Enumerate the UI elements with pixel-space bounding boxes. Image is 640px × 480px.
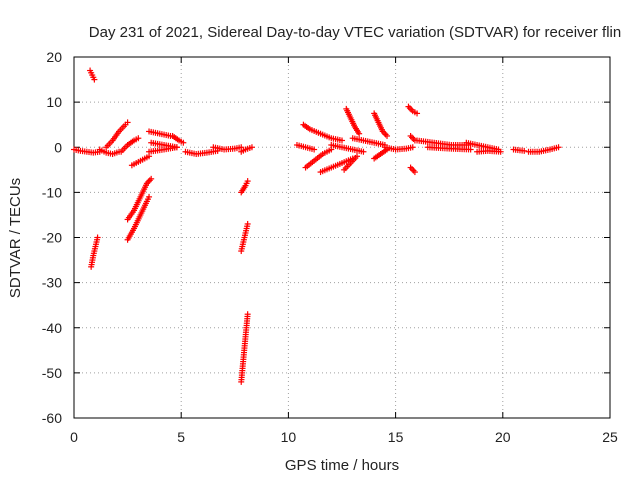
x-tick-label: 20 xyxy=(495,429,511,445)
data-point xyxy=(146,193,153,200)
data-point xyxy=(244,220,251,227)
y-tick-label: -40 xyxy=(42,320,62,336)
data-point xyxy=(521,147,528,154)
data-point xyxy=(409,144,416,151)
data-point xyxy=(356,130,363,137)
data-point xyxy=(124,119,131,126)
data-point xyxy=(467,146,474,153)
data-point xyxy=(173,144,180,151)
y-tick-label: 0 xyxy=(54,139,62,155)
chart-title: Day 231 of 2021, Sidereal Day-to-day VTE… xyxy=(89,24,621,41)
data-point xyxy=(497,148,504,155)
x-tick-label: 5 xyxy=(177,429,185,445)
data-point xyxy=(411,169,418,176)
data-point xyxy=(148,175,155,182)
data-points xyxy=(71,67,562,385)
data-point xyxy=(414,110,421,117)
grid xyxy=(74,57,610,418)
x-tick-label: 15 xyxy=(388,429,404,445)
data-point xyxy=(354,153,361,160)
y-tick-label: -30 xyxy=(42,275,62,291)
data-point xyxy=(244,311,251,318)
axis-ticks: 0 5 10 15 20 25 20 10 0 -10 -20 -30 -40 -50 -60 xyxy=(42,49,618,445)
y-tick-label: -10 xyxy=(42,184,62,200)
x-axis-label: GPS time / hours xyxy=(285,457,399,474)
x-tick-label: 10 xyxy=(281,429,297,445)
data-point xyxy=(360,148,367,155)
data-point xyxy=(94,234,101,241)
y-tick-label: -60 xyxy=(42,410,62,426)
data-point xyxy=(555,144,562,151)
y-tick-label: -50 xyxy=(42,365,62,381)
y-tick-label: 20 xyxy=(46,49,62,65)
y-tick-label: -20 xyxy=(42,230,62,246)
data-point xyxy=(91,76,98,83)
data-point xyxy=(339,137,345,144)
data-point xyxy=(244,178,251,185)
data-point xyxy=(180,139,187,146)
data-point xyxy=(384,132,391,139)
x-tick-label: 0 xyxy=(70,429,78,445)
data-point xyxy=(311,146,318,153)
y-tick-label: 10 xyxy=(46,94,62,110)
y-axis-label: SDTVAR / TECUs xyxy=(7,178,24,298)
data-point xyxy=(135,135,142,142)
data-point xyxy=(248,144,255,151)
x-tick-label: 25 xyxy=(602,429,618,445)
